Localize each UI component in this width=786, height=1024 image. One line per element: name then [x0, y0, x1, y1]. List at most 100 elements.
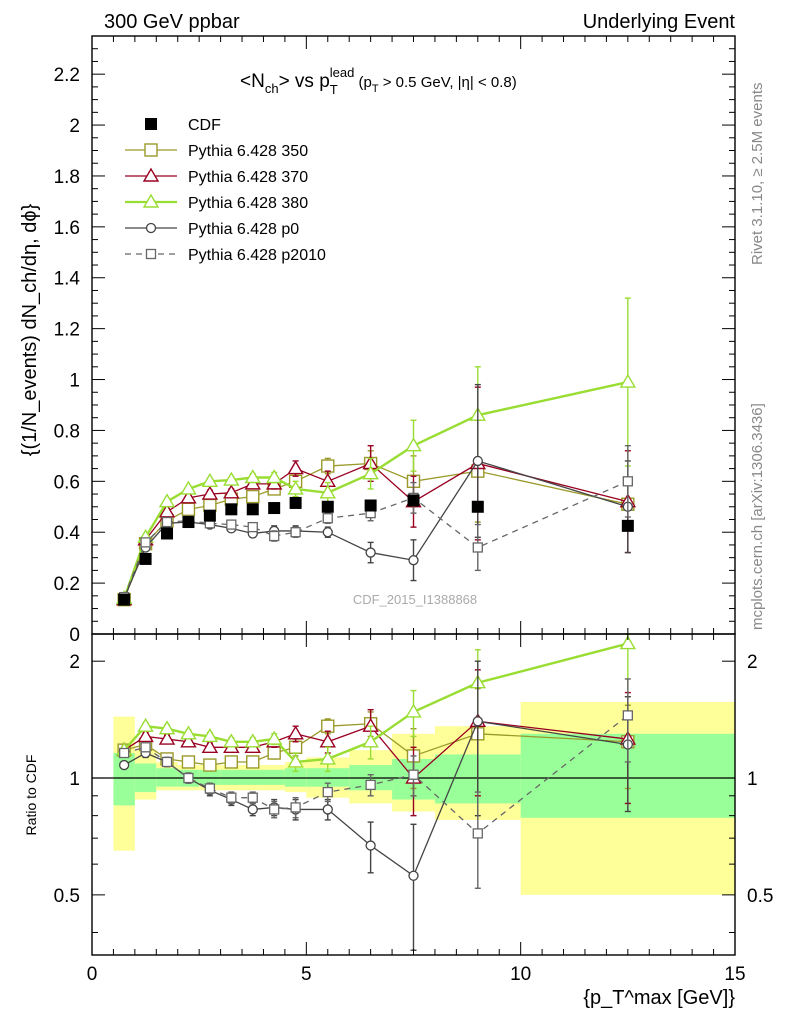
- marker-square: [321, 500, 334, 513]
- legend-entry-p350: Pythia 6.428 350: [125, 143, 308, 160]
- header-right: Underlying Event: [583, 11, 736, 33]
- series-p370-main: [115, 386, 637, 606]
- marker-square-open: [161, 756, 173, 768]
- marker-square-open: [269, 530, 280, 542]
- marker-square-open: [247, 521, 258, 533]
- marker-square-open: [321, 459, 335, 473]
- x-tick-label: 10: [510, 964, 531, 985]
- y-tick-label-main: 0: [69, 625, 80, 646]
- marker-triangle-open: [265, 730, 283, 745]
- series-cdf-main: [118, 494, 634, 606]
- marker-triangle-open: [137, 728, 154, 743]
- marker-square-open: [290, 802, 301, 813]
- marker-circle-open: [247, 804, 258, 815]
- y-tick-label-main: 1.2: [54, 320, 80, 341]
- marker-square: [203, 509, 216, 522]
- marker-triangle-open: [201, 728, 219, 743]
- marker-triangle-open: [223, 471, 240, 486]
- y-tick-label-main: 2: [69, 116, 80, 137]
- legend-label: Pythia 6.428 350: [188, 143, 308, 160]
- x-tick-label: 15: [724, 964, 745, 985]
- marker-circle-open: [472, 716, 483, 727]
- series-p0-main: [119, 383, 633, 604]
- marker-square-open: [144, 143, 158, 157]
- y-tick-label-ratio: 1: [69, 769, 80, 790]
- legend-entry-p370: Pythia 6.428 370: [125, 167, 308, 186]
- series-p380-ratio: [115, 633, 637, 773]
- axes: 0 5 10 15 0 0.2 0.4 0.6 0.8 1 1.2 1.4 1.6 1.8 2 2.2 0.5 0…: [54, 35, 773, 985]
- marker-square-open: [269, 804, 280, 815]
- y-tick-label-ratio-right: 0.5: [747, 886, 773, 907]
- marker-triangle-open: [244, 469, 261, 484]
- marker-triangle-open: [137, 717, 154, 732]
- rivet-version-label: Rivet 3.1.10, ≥ 2.5M events: [749, 83, 766, 266]
- marker-square-open: [365, 779, 376, 791]
- marker-square-open: [140, 537, 151, 548]
- x-tick-label: 5: [301, 964, 312, 985]
- marker-square: [246, 503, 259, 516]
- marker-square-open: [203, 758, 217, 772]
- marker-triangle-open: [201, 738, 219, 753]
- x-axis-label: {p_T^max [GeV]}: [583, 987, 735, 1009]
- marker-triangle-open: [619, 635, 637, 650]
- marker-triangle-open: [319, 484, 336, 499]
- marker-triangle-open: [223, 733, 240, 748]
- marker-triangle-open: [158, 730, 176, 745]
- marker-square: [225, 503, 238, 516]
- legend: CDF Pythia 6.428 350 Pythia 6.428 370 Pythi…: [125, 117, 326, 264]
- marker-square-open: [181, 755, 196, 769]
- marker-circle-open: [322, 804, 333, 815]
- x-tick-label: 0: [87, 964, 98, 985]
- green-band: [199, 769, 221, 785]
- marker-square-open: [224, 755, 239, 769]
- marker-circle-open: [408, 870, 419, 881]
- marker-triangle-open: [265, 469, 283, 484]
- series-line-p2010: [123, 714, 629, 835]
- series-p380-main: [115, 297, 637, 605]
- marker-square: [407, 494, 420, 507]
- marker-square-open: [140, 742, 151, 753]
- green-band: [113, 753, 135, 806]
- marker-square: [118, 593, 131, 606]
- y-tick-label-main: 0.2: [54, 574, 80, 595]
- marker-triangle-open: [405, 437, 422, 452]
- legend-entry-cdf: CDF: [145, 117, 221, 134]
- marker-square-open: [321, 719, 335, 733]
- y-tick-label-main: 1.4: [54, 269, 81, 290]
- y-tick-label-main: 2.2: [54, 65, 80, 86]
- series-p2010-ratio: [119, 678, 633, 889]
- y-tick-label-ratio: 0.5: [54, 886, 80, 907]
- marker-circle-open: [408, 555, 419, 566]
- marker-circle-open: [322, 527, 333, 538]
- marker-square: [289, 496, 302, 509]
- legend-label: Pythia 6.428 380: [188, 195, 308, 212]
- marker-square: [139, 552, 152, 565]
- y-tick-label-main: 1.8: [54, 167, 80, 188]
- y-axis-label-main: {(1/N_events) dN_ch/dη, dϕ}: [19, 203, 41, 456]
- marker-triangle-open: [619, 373, 637, 388]
- marker-square-open: [183, 772, 194, 784]
- marker-square: [471, 500, 484, 513]
- series-line-p380: [123, 380, 629, 599]
- marker-square-open: [226, 519, 237, 530]
- marker-triangle-open: [180, 733, 197, 748]
- marker-square: [364, 499, 377, 512]
- marker-triangle-open: [362, 465, 379, 480]
- marker-square-open: [267, 746, 281, 760]
- legend-entry-p0: Pythia 6.428 p0: [125, 221, 299, 238]
- series-line-p0: [123, 460, 629, 599]
- marker-square-open: [247, 792, 258, 803]
- marker-triangle-open: [244, 733, 261, 748]
- y-tick-label-ratio-right: 1: [747, 769, 758, 790]
- y-tick-label-ratio-right: 2: [747, 652, 758, 673]
- marker-square-open: [322, 513, 333, 524]
- y-tick-label-main: 0.4: [54, 523, 81, 544]
- marker-triangle-open: [201, 485, 219, 500]
- marker-triangle-open: [180, 480, 197, 495]
- marker-square-open: [119, 747, 130, 759]
- marker-square-open: [204, 783, 216, 794]
- marker-triangle-open: [223, 484, 240, 499]
- marker-square: [161, 527, 174, 540]
- data-series: [115, 297, 637, 951]
